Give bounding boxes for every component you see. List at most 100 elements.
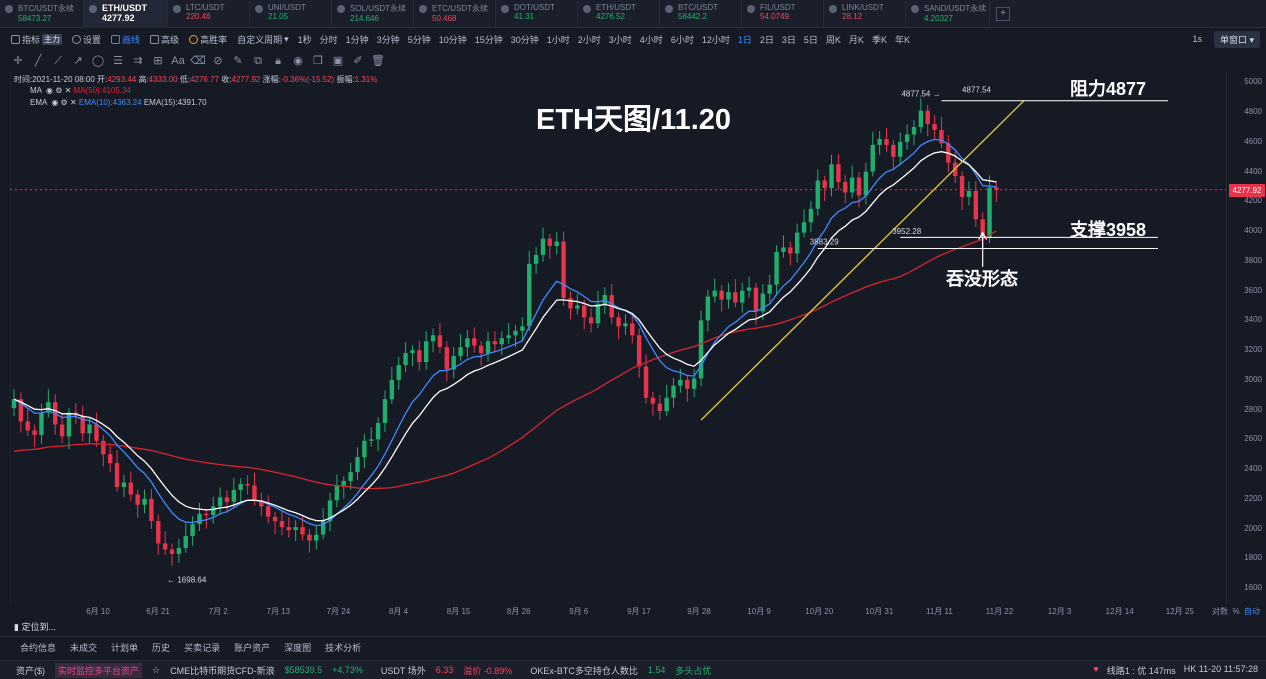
seconds-toggle[interactable]: 1s <box>1192 34 1202 44</box>
window-select[interactable]: 单窗口 ▾ <box>1213 30 1260 48</box>
coin-icon <box>829 5 837 13</box>
period-option[interactable]: 1日 <box>737 34 752 45</box>
ema15-line <box>13 151 997 522</box>
line-status[interactable]: 线路1 : 优 147ms <box>1106 666 1176 676</box>
coin-icon <box>337 5 345 13</box>
arrow-line-icon[interactable]: ↗ <box>73 55 83 67</box>
period-option[interactable]: 15分钟 <box>474 34 503 45</box>
magnet-icon[interactable]: ⧉ <box>254 55 262 67</box>
monitor-link[interactable]: 实时监控多平台资产 <box>55 662 143 678</box>
period-option[interactable]: 周K <box>825 34 841 45</box>
ema-legend[interactable]: EMA ◉ ⚙ ✕ EMA(10):4363.24 EMA(15):4391.7… <box>30 98 207 107</box>
win-rate-button[interactable]: 高胜率 <box>184 33 232 46</box>
symbol-tab[interactable]: SOL/USDT永续 214.646 <box>332 0 414 28</box>
eye-icon[interactable]: ◉ <box>293 55 303 67</box>
period-option[interactable]: 4小时 <box>639 34 663 45</box>
bottom-tab[interactable]: 未成交 <box>70 643 98 653</box>
symbol-tab[interactable]: BTC/USDT 58442.2 <box>660 0 742 28</box>
price-tick: 4400 <box>1244 166 1262 176</box>
period-option[interactable]: 10分钟 <box>438 34 467 45</box>
time-axis[interactable]: 6月 10 6月 21 7月 2 7月 13 7月 24 8月 4 8月 15 8月 26 9月… <box>10 604 1226 618</box>
add-tab-button[interactable]: + <box>996 7 1010 21</box>
symbol-tab[interactable]: ETH/USDT 4277.92 <box>84 0 168 28</box>
high-marker: 4877.54 <box>962 86 991 95</box>
no-draw-icon[interactable]: ⊘ <box>213 55 223 67</box>
locate-button[interactable]: ▮ 定位到... <box>14 622 56 632</box>
symbol-tab[interactable]: LTC/USDT 220.46 <box>168 0 250 28</box>
target-icon <box>189 34 199 44</box>
period-option[interactable]: 3小时 <box>608 34 632 45</box>
price-tick: 2600 <box>1244 434 1262 444</box>
bottom-tab[interactable]: 买卖记录 <box>184 643 221 653</box>
period-option[interactable]: 3日 <box>781 34 796 45</box>
symbol-tab[interactable]: FIL/USDT 54.0749 <box>742 0 824 28</box>
period-option[interactable]: 2日 <box>759 34 774 45</box>
parallel-lines-icon[interactable]: ☰ <box>113 55 123 67</box>
ray-icon[interactable]: ⟋ <box>54 55 62 67</box>
period-option[interactable]: 分时 <box>319 34 338 45</box>
draw-button[interactable]: 画线 <box>106 33 145 46</box>
period-option[interactable]: 5分钟 <box>407 34 431 45</box>
period-option[interactable]: 1分钟 <box>345 34 369 45</box>
assets-label[interactable]: 资产($) <box>16 665 45 676</box>
candle-body <box>980 219 985 238</box>
star-icon[interactable]: ☆ <box>152 664 161 675</box>
symbol-tab[interactable]: DOT/USDT 41.31 <box>496 0 578 28</box>
symbol-tab[interactable]: LINK/USDT 28.12 <box>824 0 906 28</box>
symbol-tab[interactable]: ETH/USDT 4276.52 <box>578 0 660 28</box>
period-option[interactable]: 6小时 <box>670 34 694 45</box>
symbol-tab[interactable]: SAND/USDT永续 4.20327 <box>906 0 990 28</box>
ma-legend[interactable]: MA ◉ ⚙ ✕ MA(50):4105.34 <box>30 86 131 95</box>
symbol-tab[interactable]: BTC/USDT永续 58473.27 <box>0 0 84 28</box>
advanced-button[interactable]: 高级 <box>145 33 184 46</box>
settings-button[interactable]: 设置 <box>67 33 106 46</box>
axis-options[interactable]: 对数 % 自动 <box>1212 607 1261 616</box>
period-option[interactable]: 季K <box>871 34 887 45</box>
period-option[interactable]: 3分钟 <box>376 34 400 45</box>
cme-price: $58539.5 <box>284 665 323 675</box>
bottom-tab[interactable]: 历史 <box>152 643 171 653</box>
symbol-tab[interactable]: ETC/USDT永续 50.468 <box>414 0 496 28</box>
ellipse-icon[interactable]: ◯ <box>91 55 105 67</box>
trendline-icon[interactable]: ╱ <box>34 55 42 67</box>
trash-icon[interactable]: 🗑︎ <box>371 55 385 67</box>
period-option[interactable]: 1秒 <box>297 34 312 45</box>
price-axis[interactable]: 4277.92 1600 1800 2000 2200 2400 2600 2800 3000… <box>1226 72 1266 604</box>
fib-icon[interactable]: ⊞ <box>153 55 163 67</box>
eraser-icon[interactable]: ⌫ <box>190 55 206 67</box>
period-option[interactable]: 12小时 <box>701 34 730 45</box>
candlestick-chart[interactable]: ← 1698.64 4877.54 → 3883.29 3952.28 4877.54 <box>9 72 1226 604</box>
bottom-tab[interactable]: 计划单 <box>111 643 139 653</box>
bottom-tab[interactable]: 深度图 <box>284 643 312 653</box>
candle-body <box>300 527 305 535</box>
paste-icon[interactable]: ▣ <box>332 55 344 67</box>
price-chart[interactable]: ← 1698.64 4877.54 → 3883.29 3952.28 4877.54 <box>9 72 1226 604</box>
indicator-button[interactable]: 指标 主力 <box>6 33 67 46</box>
candle-body <box>932 124 937 131</box>
period-option[interactable]: 年K <box>894 34 910 45</box>
lock-icon[interactable]: 🔒︎ <box>275 55 281 67</box>
period-option[interactable]: 1小时 <box>546 34 570 45</box>
text-icon[interactable]: Aa <box>171 55 185 67</box>
trend-line[interactable] <box>700 100 1025 421</box>
edit-icon[interactable]: ✐ <box>353 55 363 67</box>
candle-body <box>547 238 553 247</box>
price-tick: 2200 <box>1244 493 1262 503</box>
drawing-tools: ✛ ╱ ⟋ ↗ ◯ ☰ ⇉ ⊞ Aa ⌫ ⊘ ✎ ⧉ 🔒︎ ◉ ❐ ▣ ✐ 🗑︎ <box>10 52 386 70</box>
bottom-tab[interactable]: 账户资产 <box>234 643 271 653</box>
ruler-icon[interactable]: ✎ <box>233 55 243 67</box>
copy-icon[interactable]: ❐ <box>313 55 323 67</box>
custom-period-select[interactable]: 自定义周期 ▾ <box>237 33 289 45</box>
period-option[interactable]: 5日 <box>803 34 818 45</box>
channel-icon[interactable]: ⇉ <box>133 55 143 67</box>
bottom-tab[interactable]: 合约信息 <box>20 643 57 653</box>
candle-body <box>169 549 175 554</box>
okex-label: OKEx-BTC多空持仓人数比 <box>530 665 638 676</box>
period-option[interactable]: 月K <box>848 34 864 45</box>
candle-body <box>18 399 24 422</box>
period-option[interactable]: 2小时 <box>577 34 601 45</box>
crosshair-icon[interactable]: ✛ <box>13 55 23 67</box>
bottom-tab[interactable]: 技术分析 <box>325 643 362 653</box>
period-option[interactable]: 30分钟 <box>510 34 539 45</box>
symbol-tab[interactable]: UNI/USDT 21.05 <box>250 0 332 28</box>
